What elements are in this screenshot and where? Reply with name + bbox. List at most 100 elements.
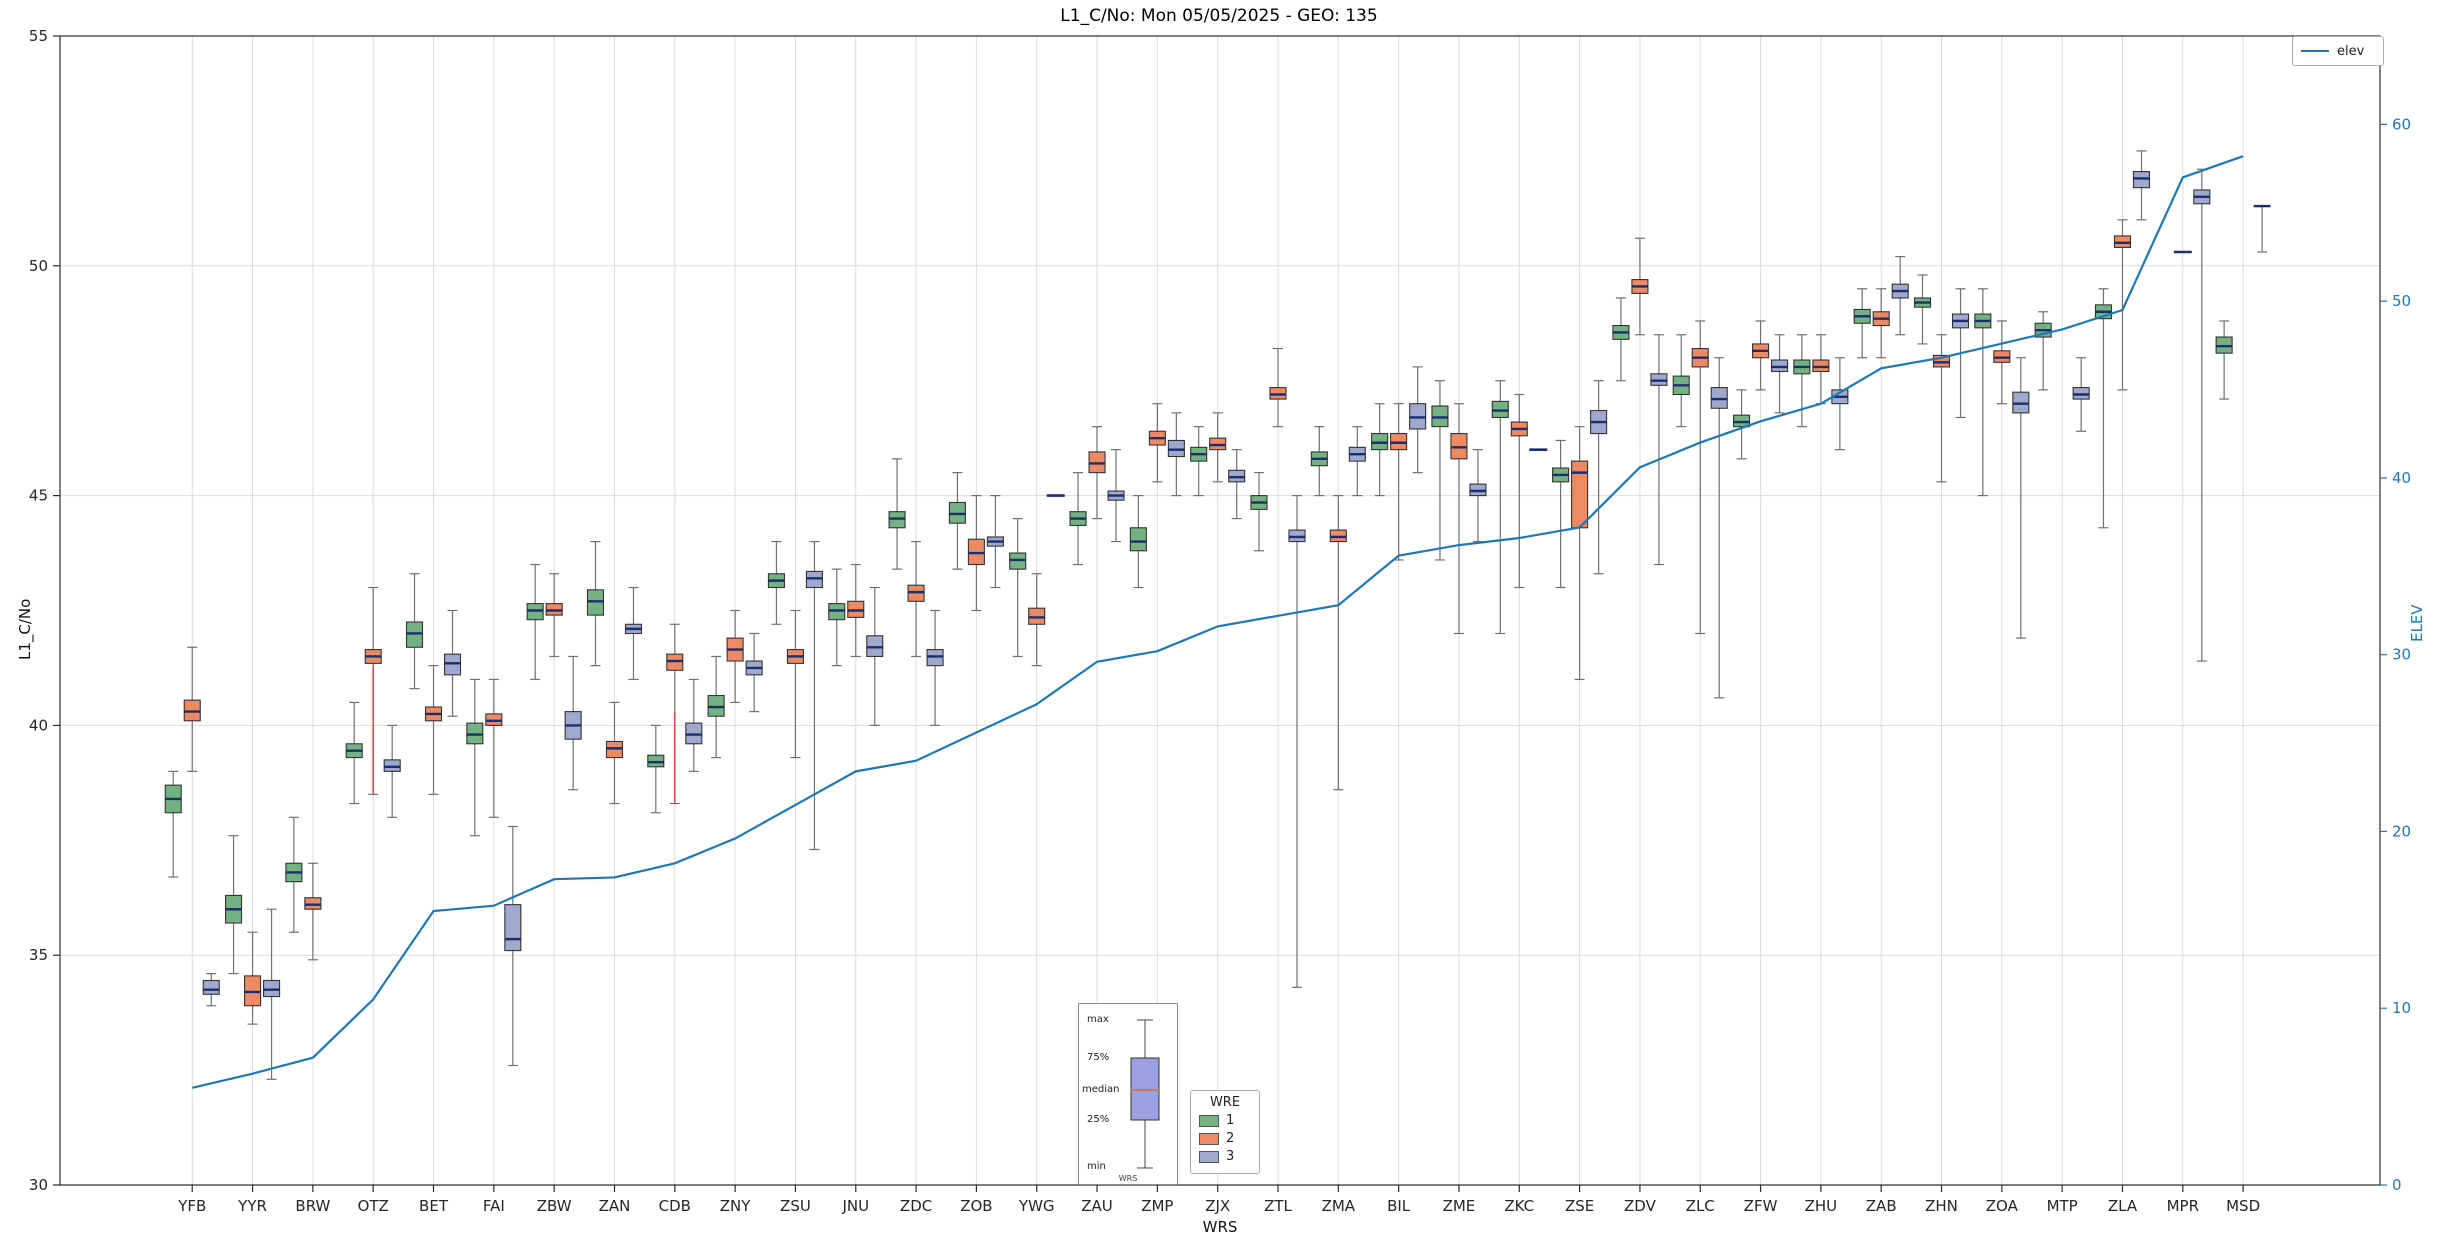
boxplot-box: [847, 563, 865, 658]
boxplot-box: [1329, 495, 1347, 791]
x-tick-label: ZAU: [1081, 1197, 1113, 1215]
y-right-tick-label: 40: [2392, 469, 2411, 487]
boxplot-box: [1190, 426, 1208, 497]
boxplot-box: [526, 563, 544, 681]
boxplot-box: [805, 540, 823, 851]
boxplot-box: [2072, 357, 2090, 432]
wre3-swatch: [1199, 1150, 1219, 1163]
boxplot-box: [1269, 347, 1287, 428]
x-tick-label: ZBW: [537, 1197, 572, 1215]
y-tick-label: 35: [29, 946, 48, 964]
x-tick-label: ZAB: [1866, 1197, 1897, 1215]
boxplot-box: [1993, 320, 2011, 405]
y-tick-label: 55: [29, 27, 48, 45]
plot-border: [59, 35, 2381, 1186]
y-axis-label-right: ELEV: [2408, 604, 2426, 642]
x-tick-label: ZHN: [1925, 1197, 1958, 1215]
boxplot-box: [1752, 320, 1770, 391]
boxplot-box: [1209, 412, 1227, 483]
boxplot-box: [424, 665, 443, 795]
boxplot-box: [504, 825, 522, 1067]
boxplot-box: [828, 568, 846, 667]
boxplot-box: [967, 495, 985, 612]
boxplot-box: [707, 655, 725, 759]
boxplot-box: [1069, 472, 1087, 566]
boxplot-box: [564, 655, 582, 791]
boxplot-box: [647, 724, 665, 814]
x-tick-label: ZSU: [780, 1197, 811, 1215]
boxplot-box: [345, 701, 363, 805]
x-tick-label: ZLA: [2108, 1197, 2138, 1215]
x-tick-label: ZLC: [1686, 1197, 1715, 1215]
boxplot-box: [1612, 297, 1630, 382]
boxplot-box: [685, 678, 703, 772]
boxplot-box: [1009, 517, 1027, 658]
x-tick-label: ZME: [1443, 1197, 1476, 1215]
boxplot-box: [1672, 334, 1690, 428]
y-right-tick-label: 30: [2392, 646, 2411, 664]
boxplot-box: [986, 495, 1004, 589]
boxplot-box: [1951, 288, 1970, 419]
boxplot-box: [2094, 288, 2113, 529]
x-tick-label: OTZ: [358, 1197, 389, 1215]
inset-max-label: max: [1087, 1014, 1109, 1025]
boxplot-box: [1831, 357, 1849, 451]
wre1-label: 1: [1226, 1113, 1235, 1128]
boxplot-box: [1390, 403, 1408, 561]
boxplot-box: [2215, 320, 2233, 400]
legend-wre-item: 3: [1199, 1149, 1251, 1164]
boxplot-box: [926, 609, 944, 727]
boxplot-box: [244, 931, 262, 1025]
boxplot-box: [1590, 380, 1608, 575]
boxplot-box: [164, 770, 182, 878]
boxplot-box: [1631, 237, 1649, 336]
boxplot-box: [1409, 366, 1427, 474]
x-tick-label: BIL: [1387, 1197, 1411, 1215]
x-tick-label: BRW: [295, 1197, 330, 1215]
boxplot-box: [1288, 495, 1306, 988]
x-tick-label: ZSE: [1565, 1197, 1594, 1215]
x-tick-label: YWG: [1018, 1197, 1055, 1215]
boxplot-box: [767, 540, 785, 625]
boxplot-box: [2253, 204, 2271, 253]
boxplot-box: [1771, 334, 1789, 414]
boxplot-box: [285, 816, 303, 933]
x-tick-label: JNU: [841, 1197, 869, 1215]
boxplot-box: [1571, 426, 1589, 681]
x-axis-label: WRS: [1202, 1218, 1238, 1236]
boxplot-anatomy-inset: max 75% median 25% min WRS: [1078, 1003, 1178, 1185]
boxplot-box: [1812, 334, 1830, 405]
x-tick-label: CDB: [659, 1197, 691, 1215]
wre3-label: 3: [1226, 1149, 1235, 1164]
boxplot-box: [1913, 274, 1932, 345]
y-right-tick-label: 0: [2392, 1176, 2402, 1194]
boxplot-box: [1028, 573, 1046, 667]
boxplot-box: [443, 609, 462, 717]
boxplot-box: [2113, 219, 2132, 391]
x-tick-label: ZMP: [1141, 1197, 1173, 1215]
y-right-tick-label: 20: [2392, 822, 2411, 840]
boxplot-box: [1710, 357, 1728, 699]
legend-wre-item: 1: [1199, 1113, 1251, 1128]
boxplot-box: [888, 458, 906, 570]
boxplot-box: [466, 678, 484, 837]
boxplot-box: [2132, 150, 2151, 221]
boxplot-box: [1450, 403, 1468, 635]
boxplot-box: [726, 609, 744, 704]
inset-p25-label: 25%: [1087, 1114, 1110, 1125]
boxplot-box: [1088, 426, 1106, 520]
x-tick-label: MPR: [2167, 1197, 2199, 1215]
x-tick-label: ZTL: [1264, 1197, 1292, 1215]
y-tick-label: 45: [29, 487, 48, 505]
boxplot-box: [225, 835, 243, 975]
boxplot-box: [1733, 389, 1751, 460]
axis-layer: 30 35 40 45 50 55 0 10 20 30 40 50 60 YFB YYR BRW OTZ BET…: [29, 27, 2411, 1215]
legend-wre-title: WRE: [1209, 1095, 1241, 1110]
boxplot-box: [263, 908, 281, 1080]
x-tick-label: ZFW: [1744, 1197, 1778, 1215]
boxplot-box: [1371, 403, 1389, 497]
boxplot-box: [1228, 449, 1246, 520]
boxplot-box: [1891, 256, 1909, 336]
y-axis-label-left: L1_C/No: [16, 598, 34, 660]
